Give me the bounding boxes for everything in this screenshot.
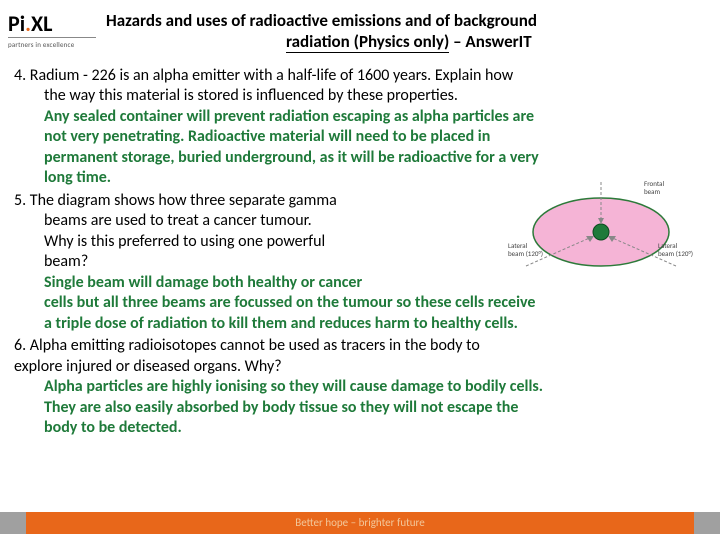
footer-right-block <box>694 512 720 534</box>
question-6: 6. Alpha emitting radioisotopes cannot b… <box>14 336 700 438</box>
logo-text-a: Pi <box>8 10 25 37</box>
q6-prompt-b: explore injured or diseased organs. Why? <box>14 357 282 376</box>
page-title: Hazards and uses of radioactive emission… <box>106 10 708 53</box>
title-line1: Hazards and uses of radioactive emission… <box>106 10 537 31</box>
q5-prompt-d: beam? <box>14 252 434 272</box>
title-answer: AnswerIT <box>465 31 531 52</box>
q4-answer-c: permanent storage, buried underground, a… <box>14 148 700 168</box>
q4-prompt-a: 4. Radium - 226 is an alpha emitter with… <box>14 66 513 85</box>
svg-text:beam: beam <box>644 187 661 196</box>
q4-answer-b: not very penetrating. Radioactive materi… <box>14 127 700 147</box>
title-line2-underlined: radiation (Physics only) <box>286 31 449 53</box>
q5-answer-c: a triple dose of radiation to kill them … <box>14 314 700 334</box>
logo: Pi.XL partners in excellence <box>8 8 96 54</box>
gamma-beam-diagram: Frontal beam Lateral beam (120°) Lateral… <box>506 176 696 276</box>
svg-text:beam (120°): beam (120°) <box>508 249 543 258</box>
q6-answer-a: Alpha particles are highly ionising so t… <box>14 377 700 397</box>
q5-prompt-b: beams are used to treat a cancer tumour. <box>14 211 434 231</box>
q5-prompt-a: 5. The diagram shows how three separate … <box>14 191 337 210</box>
logo-text-b: XL <box>31 10 52 37</box>
footer: Better hope – brighter future <box>0 512 720 534</box>
title-sep: – <box>449 31 465 52</box>
logo-tagline: partners in excellence <box>8 37 96 49</box>
svg-text:beam (120°): beam (120°) <box>658 249 693 258</box>
q4-answer-a: Any sealed container will prevent radiat… <box>14 107 700 127</box>
q6-answer-b: They are also easily absorbed by body ti… <box>14 398 700 418</box>
title-block: Hazards and uses of radioactive emission… <box>96 8 708 53</box>
question-4: 4. Radium - 226 is an alpha emitter with… <box>14 66 700 189</box>
q5-answer-a: Single beam will damage both healthy or … <box>14 273 434 293</box>
footer-text: Better hope – brighter future <box>26 512 694 534</box>
q6-answer-c: body to be detected. <box>14 418 700 438</box>
q5-answer-b: cells but all three beams are focussed o… <box>14 293 700 313</box>
q5-prompt-c: Why is this preferred to using one power… <box>14 232 434 252</box>
q4-prompt-b: the way this material is stored is influ… <box>14 86 700 106</box>
footer-left-block <box>0 512 26 534</box>
logo-main: Pi.XL <box>8 13 96 35</box>
header: Pi.XL partners in excellence Hazards and… <box>0 0 720 56</box>
q6-prompt-a: 6. Alpha emitting radioisotopes cannot b… <box>14 336 480 355</box>
